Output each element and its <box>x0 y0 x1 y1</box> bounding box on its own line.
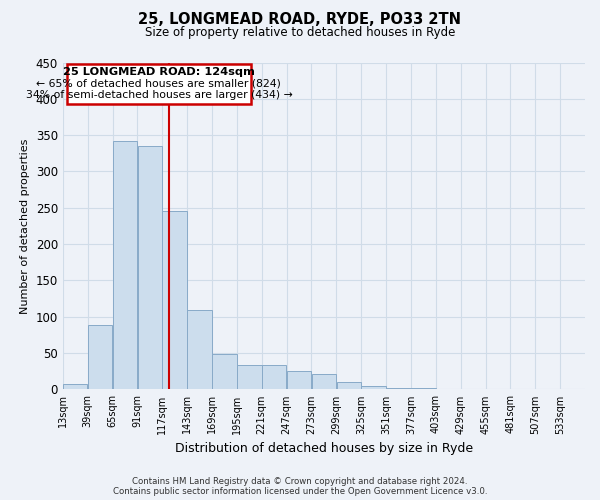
Bar <box>411 388 436 390</box>
Bar <box>311 374 336 390</box>
Text: ← 65% of detached houses are smaller (824): ← 65% of detached houses are smaller (82… <box>37 78 281 88</box>
FancyBboxPatch shape <box>67 64 251 104</box>
Bar <box>436 388 460 390</box>
Bar <box>287 372 311 390</box>
Bar <box>262 366 286 390</box>
Bar <box>113 141 137 390</box>
Text: 25 LONGMEAD ROAD: 124sqm: 25 LONGMEAD ROAD: 124sqm <box>63 67 255 77</box>
Bar <box>386 388 411 390</box>
Text: Size of property relative to detached houses in Ryde: Size of property relative to detached ho… <box>145 26 455 39</box>
X-axis label: Distribution of detached houses by size in Ryde: Distribution of detached houses by size … <box>175 442 473 455</box>
Text: 25, LONGMEAD ROAD, RYDE, PO33 2TN: 25, LONGMEAD ROAD, RYDE, PO33 2TN <box>139 12 461 28</box>
Bar <box>63 384 88 390</box>
Bar <box>560 388 585 390</box>
Y-axis label: Number of detached properties: Number of detached properties <box>20 138 30 314</box>
Bar <box>212 354 236 390</box>
Bar <box>163 210 187 390</box>
Bar <box>137 146 162 390</box>
Bar <box>187 310 212 390</box>
Text: Contains HM Land Registry data © Crown copyright and database right 2024.
Contai: Contains HM Land Registry data © Crown c… <box>113 476 487 496</box>
Bar <box>237 366 262 390</box>
Bar <box>337 382 361 390</box>
Bar <box>361 386 386 390</box>
Text: 34% of semi-detached houses are larger (434) →: 34% of semi-detached houses are larger (… <box>26 90 292 100</box>
Bar <box>88 326 112 390</box>
